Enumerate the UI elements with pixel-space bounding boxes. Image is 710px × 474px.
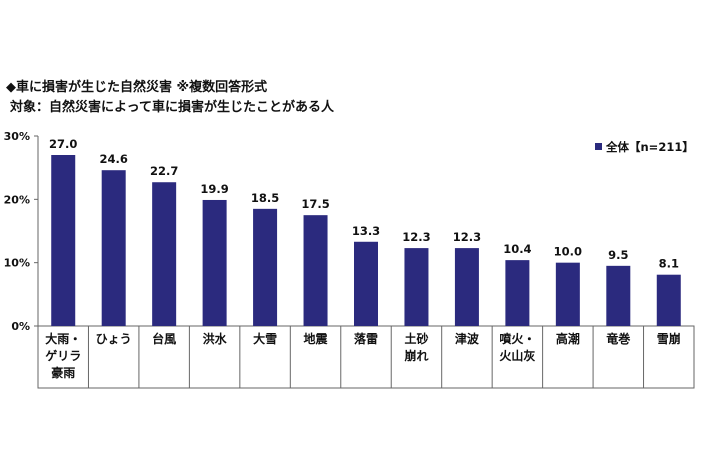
bar	[51, 155, 76, 326]
bar	[202, 199, 227, 326]
bar	[253, 208, 278, 326]
legend-swatch	[595, 143, 602, 150]
x-tick-label: 高潮	[556, 331, 580, 346]
x-tick-label: 大雨・ゲリラ豪雨	[45, 331, 81, 380]
bar	[606, 265, 631, 326]
bar	[656, 274, 681, 326]
y-tick-label: 0%	[11, 320, 30, 333]
data-label: 12.3	[402, 230, 430, 244]
data-label: 24.6	[100, 152, 128, 166]
bar	[505, 260, 530, 326]
bar	[101, 170, 126, 326]
bar	[555, 262, 580, 326]
x-tick-label: 台風	[152, 331, 176, 346]
data-label: 10.0	[554, 245, 582, 259]
y-tick-label: 20%	[4, 193, 30, 206]
data-label: 13.3	[352, 224, 380, 238]
data-label: 17.5	[301, 197, 329, 211]
x-tick-label: 津波	[455, 331, 480, 346]
chart-title: ◆車に損害が生じた自然災害 ※複数回答形式	[6, 80, 268, 95]
data-label: 8.1	[659, 257, 679, 271]
data-label: 27.0	[49, 137, 77, 151]
bar	[303, 215, 328, 326]
bar	[454, 248, 479, 326]
x-tick-label: 地震	[304, 331, 329, 346]
y-tick-label: 30%	[4, 130, 30, 143]
bar	[404, 248, 429, 326]
data-label: 9.5	[608, 248, 628, 262]
legend-label: 全体【n=211】	[605, 140, 694, 154]
bar	[354, 241, 378, 326]
x-tick-label: 土砂崩れ	[404, 331, 428, 363]
x-tick-label: 雪崩	[657, 331, 681, 346]
x-tick-label: 大雪	[253, 331, 277, 346]
x-tick-label: 竜巻	[606, 331, 631, 346]
chart-subtitle: 対象：自然災害によって車に損害が生じたことがある人	[10, 100, 334, 115]
x-tick-label: 洪水	[203, 331, 228, 346]
data-label: 18.5	[251, 191, 279, 205]
x-tick-label: 噴火・火山灰	[499, 331, 535, 363]
x-tick-label: ひょう	[96, 332, 132, 346]
y-tick-label: 10%	[4, 257, 30, 270]
data-label: 22.7	[150, 164, 178, 178]
data-label: 12.3	[453, 230, 481, 244]
data-label: 10.4	[503, 242, 531, 256]
x-tick-label: 落雷	[354, 331, 378, 346]
data-label: 19.9	[200, 182, 228, 196]
bar	[152, 182, 177, 326]
